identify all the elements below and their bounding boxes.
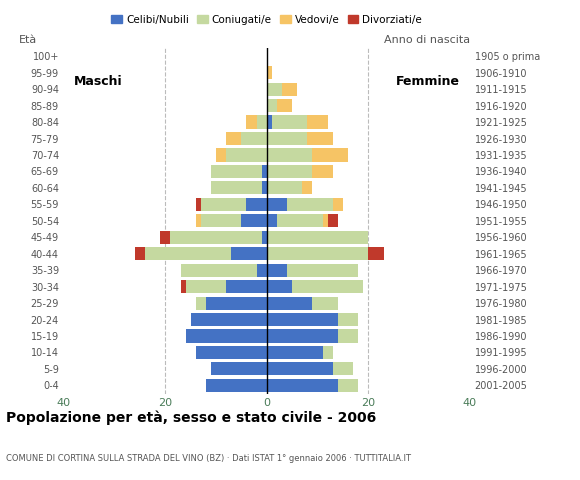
Bar (267, 280, 292, 293)
Bar (267, 231, 368, 244)
Bar (262, 181, 267, 194)
Bar (267, 313, 338, 326)
Bar (267, 264, 287, 277)
Bar (267, 214, 277, 228)
Bar (246, 116, 256, 129)
Bar (267, 329, 338, 343)
Bar (267, 148, 313, 162)
Bar (171, 231, 262, 244)
Bar (191, 313, 267, 326)
Bar (338, 329, 358, 343)
Bar (267, 165, 313, 178)
Bar (262, 231, 267, 244)
Bar (206, 297, 267, 310)
Bar (216, 148, 226, 162)
Bar (313, 165, 333, 178)
Bar (267, 99, 277, 112)
Text: COMUNE DI CORTINA SULLA STRADA DEL VINO (BZ) · Dati ISTAT 1° gennaio 2006 · TUTT: COMUNE DI CORTINA SULLA STRADA DEL VINO … (6, 454, 411, 463)
Bar (241, 214, 267, 228)
Bar (338, 313, 358, 326)
Text: Femmine: Femmine (396, 75, 459, 88)
Bar (267, 132, 307, 145)
Bar (277, 99, 292, 112)
Bar (195, 198, 201, 211)
Bar (160, 231, 171, 244)
Bar (322, 214, 328, 228)
Bar (333, 362, 353, 375)
Bar (211, 165, 262, 178)
Text: Anno di nascita: Anno di nascita (384, 35, 470, 45)
Bar (267, 346, 322, 359)
Bar (338, 379, 358, 392)
Bar (180, 264, 256, 277)
Bar (272, 116, 307, 129)
Text: Maschi: Maschi (74, 75, 122, 88)
Text: Età: Età (19, 35, 37, 45)
Bar (211, 181, 262, 194)
Bar (267, 198, 287, 211)
Bar (145, 247, 231, 260)
Bar (267, 297, 313, 310)
Bar (313, 148, 348, 162)
Bar (206, 379, 267, 392)
Bar (195, 346, 267, 359)
Bar (226, 148, 267, 162)
Text: Popolazione per età, sesso e stato civile - 2006: Popolazione per età, sesso e stato civil… (6, 411, 376, 425)
Bar (368, 247, 383, 260)
Bar (226, 132, 241, 145)
Legend: Celibi/Nubili, Coniugati/e, Vedovi/e, Divorziati/e: Celibi/Nubili, Coniugati/e, Vedovi/e, Di… (107, 11, 426, 29)
Bar (322, 346, 333, 359)
Bar (287, 198, 333, 211)
Bar (292, 280, 363, 293)
Bar (267, 247, 368, 260)
Bar (267, 181, 302, 194)
Bar (277, 214, 322, 228)
Bar (135, 247, 145, 260)
Bar (267, 362, 333, 375)
Bar (267, 379, 338, 392)
Bar (241, 132, 267, 145)
Bar (256, 116, 267, 129)
Bar (186, 329, 267, 343)
Bar (282, 83, 297, 96)
Bar (313, 297, 338, 310)
Bar (231, 247, 267, 260)
Bar (256, 264, 267, 277)
Bar (246, 198, 267, 211)
Bar (328, 214, 338, 228)
Bar (186, 280, 226, 293)
Bar (267, 83, 282, 96)
Bar (307, 116, 328, 129)
Bar (195, 297, 206, 310)
Bar (211, 362, 267, 375)
Bar (262, 165, 267, 178)
Bar (180, 280, 186, 293)
Bar (267, 116, 272, 129)
Bar (287, 264, 358, 277)
Bar (307, 132, 333, 145)
Bar (333, 198, 343, 211)
Bar (195, 214, 201, 228)
Bar (201, 198, 246, 211)
Bar (201, 214, 241, 228)
Bar (302, 181, 313, 194)
Bar (226, 280, 267, 293)
Bar (267, 66, 272, 79)
